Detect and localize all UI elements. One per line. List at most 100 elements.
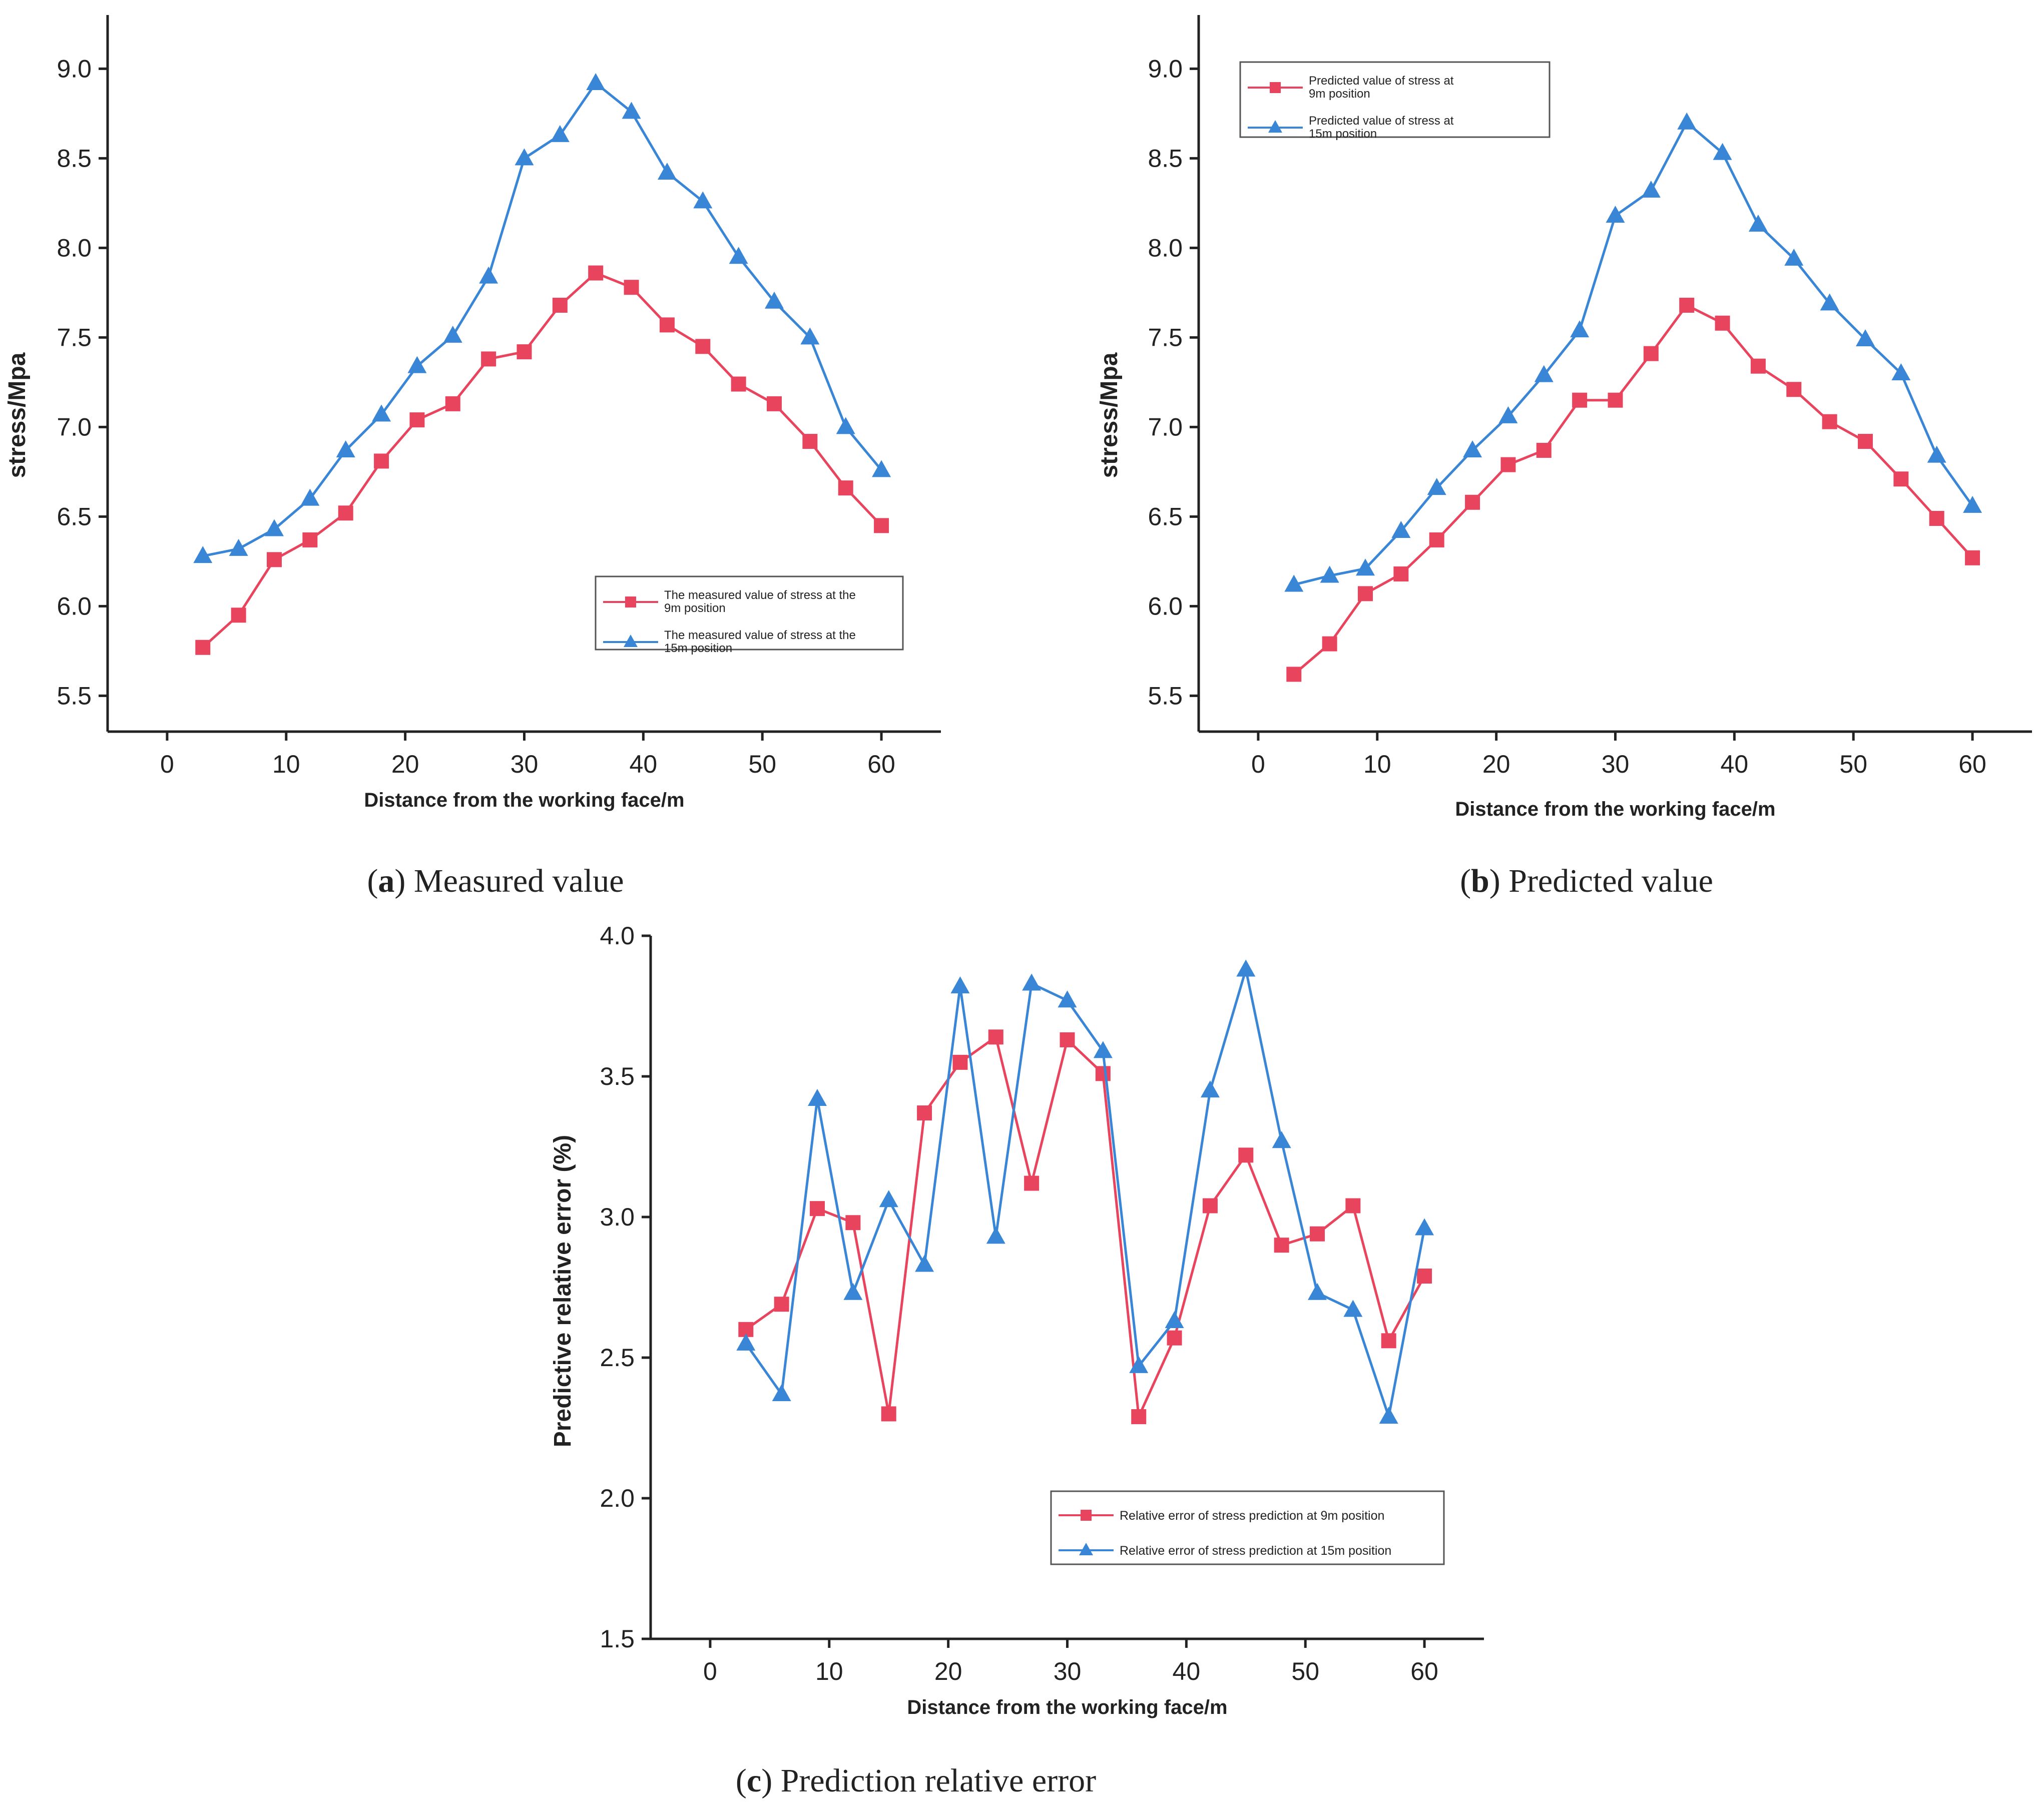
x-tick-label: 20 bbox=[934, 1657, 962, 1685]
data-point-15m bbox=[915, 1255, 934, 1272]
y-tick-label: 7.5 bbox=[57, 323, 92, 351]
x-tick-label: 30 bbox=[510, 750, 539, 778]
legend-marker-square bbox=[1270, 82, 1281, 93]
legend-label: 15m position bbox=[1309, 127, 1377, 141]
y-tick-label: 5.5 bbox=[57, 682, 92, 710]
data-point-9m bbox=[1429, 532, 1444, 547]
data-point-9m bbox=[1393, 566, 1409, 581]
data-point-15m bbox=[300, 488, 320, 506]
chart-a: 5.5 6.0 6.5 7.0 7.5 8.0 8.5 9.0 0 10 20 30 40 50 60 Dis… bbox=[4, 15, 941, 899]
data-point-15m bbox=[1391, 521, 1411, 538]
legend-box bbox=[1239, 61, 1551, 138]
data-point-15m bbox=[808, 1088, 827, 1106]
data-point-15m bbox=[800, 327, 820, 345]
y-axis-label: stress/Mpa bbox=[4, 352, 31, 478]
data-point-15m bbox=[407, 356, 427, 373]
data-point-15m bbox=[1129, 1356, 1149, 1373]
data-point-9m bbox=[767, 396, 782, 411]
data-point-15m bbox=[1570, 320, 1590, 338]
data-point-15m bbox=[1641, 180, 1661, 198]
data-point-15m bbox=[1963, 495, 1982, 513]
figure-caption: (b) Predicted value bbox=[1460, 863, 1713, 899]
data-point-9m bbox=[1024, 1175, 1040, 1191]
legend-marker-triangle bbox=[1079, 1543, 1093, 1555]
data-point-9m bbox=[659, 317, 675, 333]
legend-marker-square bbox=[1081, 1510, 1092, 1521]
x-axis-label: Distance from the working face/m bbox=[1455, 798, 1775, 820]
x-axis-label: Distance from the working face/m bbox=[907, 1696, 1227, 1718]
y-tick-label: 1.5 bbox=[600, 1625, 635, 1653]
data-point-9m bbox=[1750, 358, 1766, 374]
y-tick-label: 3.5 bbox=[600, 1062, 635, 1090]
data-point-9m bbox=[1500, 457, 1516, 472]
x-tick-label: 40 bbox=[1173, 1657, 1201, 1685]
data-point-9m bbox=[1608, 392, 1623, 408]
x-tick-label: 10 bbox=[1363, 750, 1391, 778]
data-point-15m bbox=[1272, 1131, 1291, 1148]
x-tick-label: 50 bbox=[748, 750, 776, 778]
data-point-15m bbox=[1891, 363, 1911, 380]
y-axis-label: Predictive relative error (%) bbox=[550, 1135, 576, 1447]
data-point-15m bbox=[1236, 959, 1256, 977]
data-point-15m bbox=[950, 976, 970, 994]
data-point-9m bbox=[917, 1105, 932, 1121]
y-tick-label: 6.5 bbox=[1148, 502, 1183, 530]
data-point-15m bbox=[836, 417, 855, 434]
data-point-15m bbox=[1784, 248, 1804, 266]
legend-label: 9m position bbox=[664, 601, 726, 615]
x-tick-label: 20 bbox=[1482, 750, 1510, 778]
data-point-9m bbox=[231, 608, 246, 623]
y-axis-label: stress/Mpa bbox=[1096, 352, 1123, 478]
data-point-9m bbox=[1679, 297, 1695, 313]
x-tick-label: 0 bbox=[703, 1657, 717, 1685]
data-point-9m bbox=[845, 1215, 861, 1231]
y-tick-label: 6.5 bbox=[57, 502, 92, 530]
data-point-15m bbox=[1498, 406, 1518, 423]
legend-marker-square bbox=[625, 596, 636, 608]
data-point-9m bbox=[1238, 1147, 1254, 1163]
data-point-9m bbox=[1310, 1226, 1325, 1242]
data-point-9m bbox=[695, 339, 711, 354]
data-point-9m bbox=[1381, 1333, 1396, 1349]
data-point-15m bbox=[479, 266, 498, 284]
legend-label: Predicted value of stress at bbox=[1309, 74, 1454, 88]
data-point-9m bbox=[481, 351, 496, 367]
data-point-9m bbox=[952, 1054, 968, 1070]
y-tick-label: 6.0 bbox=[1148, 592, 1183, 620]
data-point-9m bbox=[1786, 382, 1802, 397]
data-point-15m bbox=[1820, 293, 1839, 311]
data-point-15m bbox=[1284, 574, 1304, 592]
series-line-15m bbox=[202, 82, 882, 557]
data-point-15m bbox=[657, 163, 677, 180]
data-point-15m bbox=[1748, 214, 1768, 232]
legend-box bbox=[595, 575, 904, 651]
data-point-9m bbox=[302, 532, 318, 547]
caption-letter: a bbox=[378, 863, 394, 899]
y-tick-label: 2.5 bbox=[600, 1344, 635, 1372]
data-point-15m bbox=[1427, 478, 1446, 495]
y-tick-label: 8.5 bbox=[57, 144, 92, 172]
x-tick-label: 30 bbox=[1602, 750, 1630, 778]
y-tick-label: 7.5 bbox=[1148, 323, 1183, 351]
data-point-15m bbox=[736, 1333, 756, 1351]
data-point-9m bbox=[1417, 1269, 1432, 1284]
data-point-15m bbox=[550, 125, 570, 142]
data-point-15m bbox=[872, 460, 891, 477]
data-point-15m bbox=[1713, 143, 1732, 160]
y-tick-label: 3.0 bbox=[600, 1203, 635, 1231]
data-point-9m bbox=[445, 396, 460, 411]
legend-label: 15m position bbox=[664, 642, 732, 655]
data-point-15m bbox=[1165, 1311, 1184, 1328]
data-point-9m bbox=[988, 1029, 1003, 1045]
data-point-15m bbox=[1343, 1300, 1363, 1317]
data-point-9m bbox=[1465, 494, 1480, 510]
data-point-9m bbox=[874, 518, 889, 533]
chart-b: 5.5 6.0 6.5 7.0 7.5 8.0 8.5 9.0 0 10 20 30 40 50 60 Dis… bbox=[1096, 15, 2032, 899]
x-axis-label: Distance from the working face/m bbox=[364, 789, 684, 811]
data-point-15m bbox=[515, 148, 534, 166]
y-tick-label: 8.5 bbox=[1148, 144, 1183, 172]
x-tick-label: 30 bbox=[1054, 1657, 1082, 1685]
data-point-9m bbox=[1274, 1238, 1289, 1253]
